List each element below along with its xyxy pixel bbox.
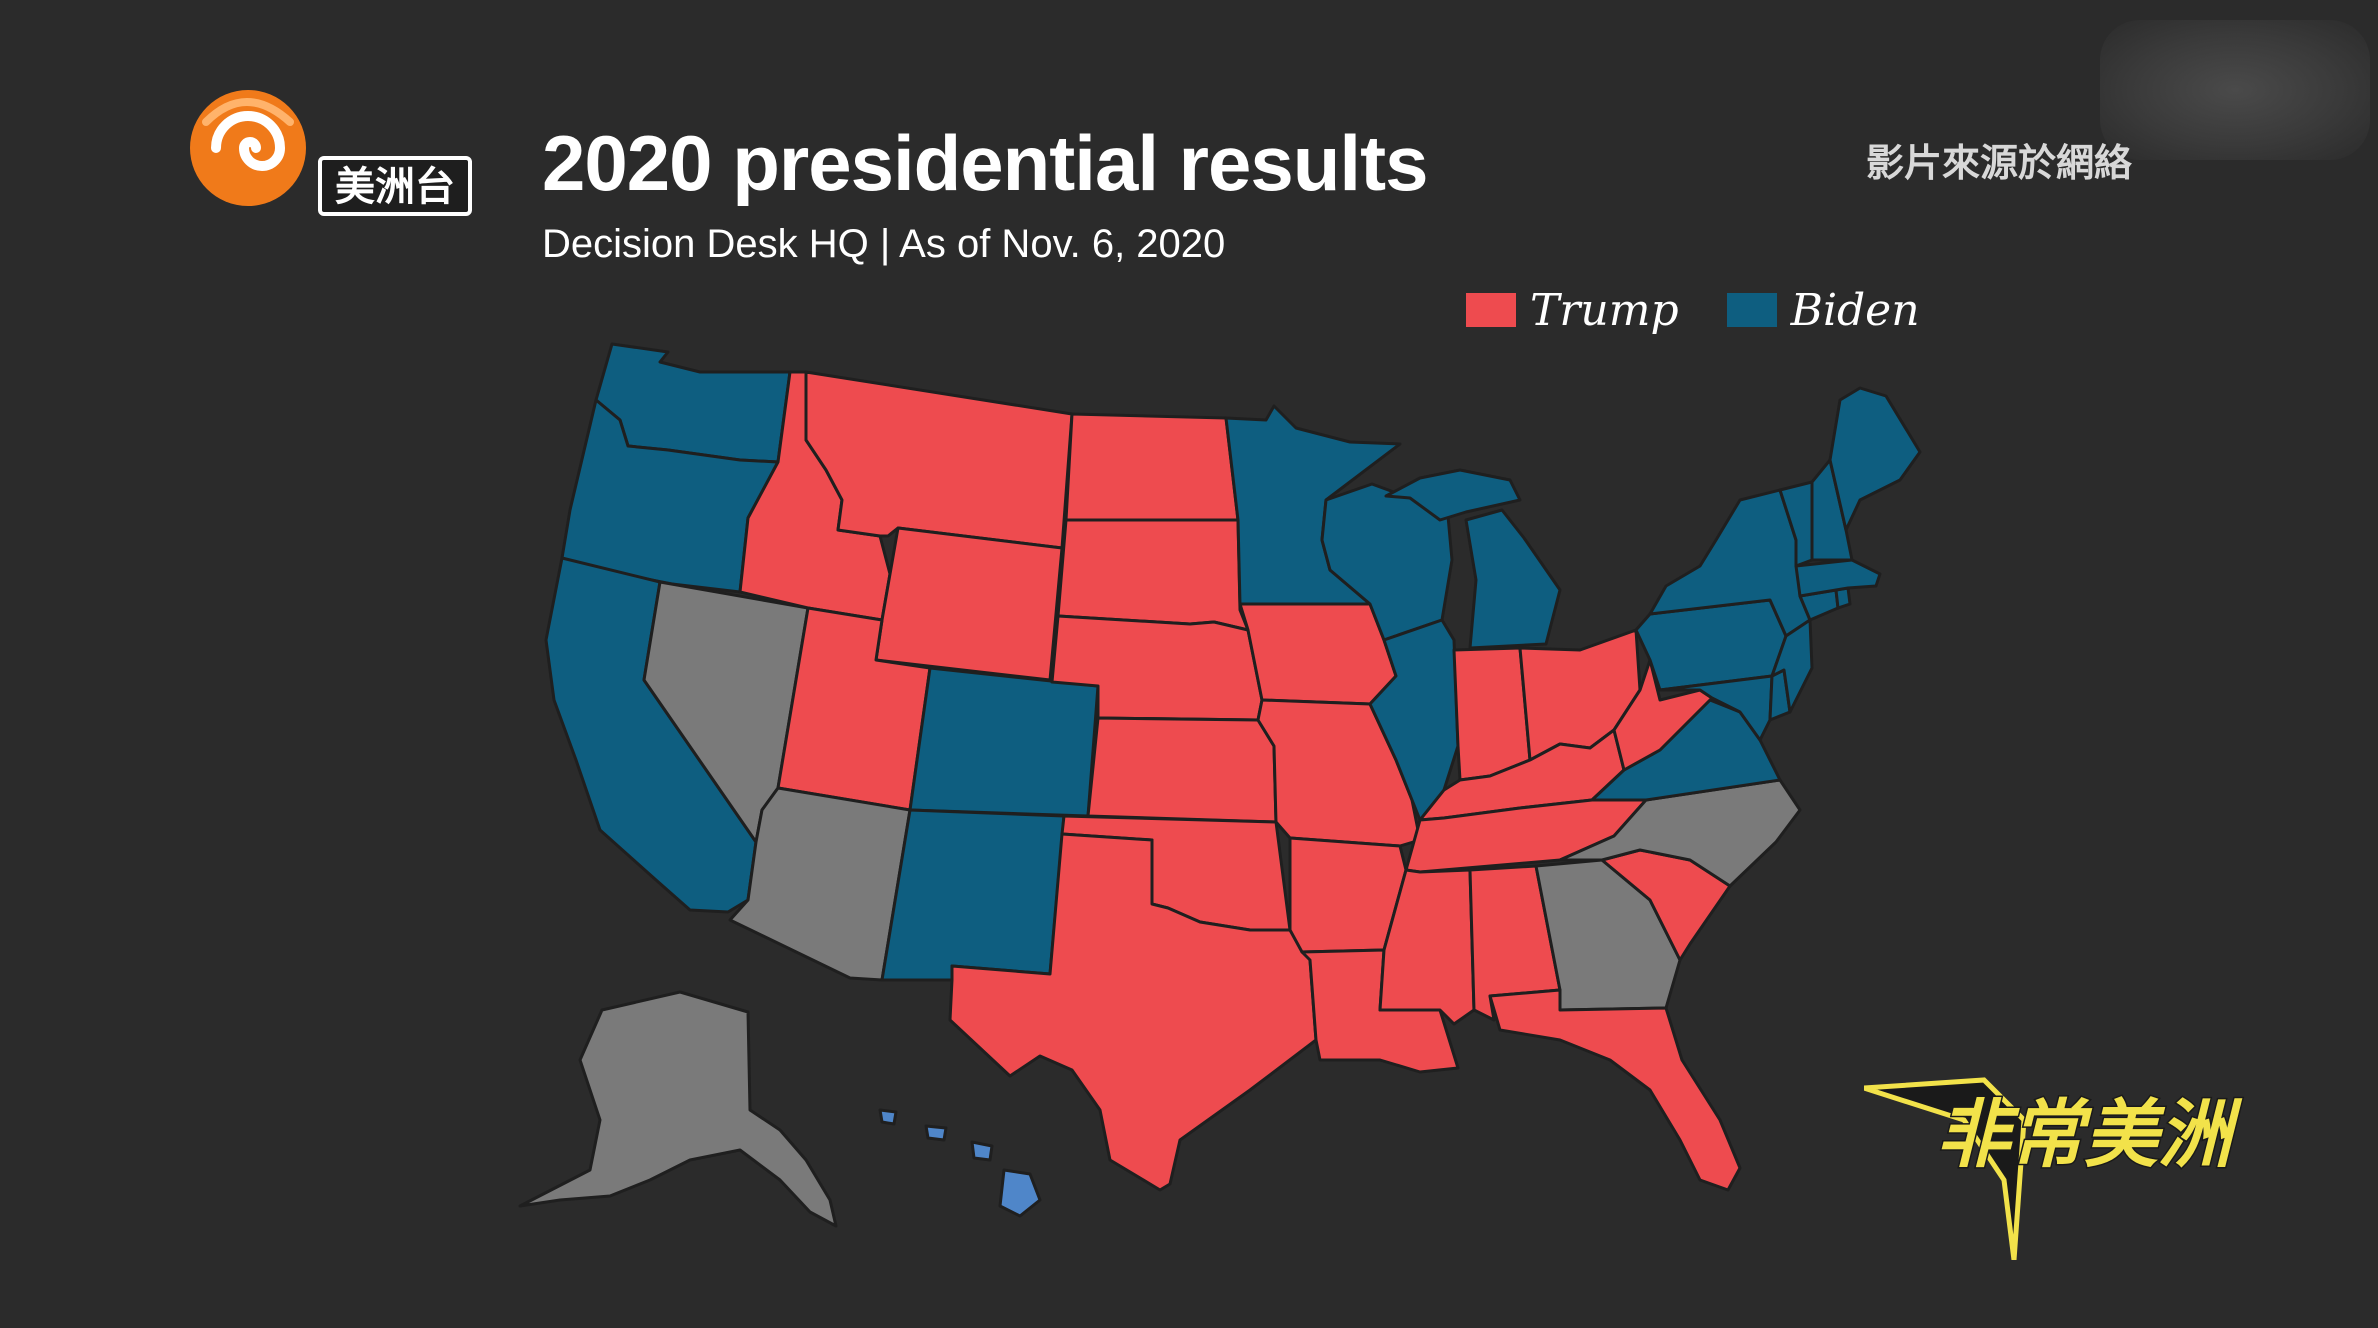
program-logo-text: 非常美洲	[1936, 1092, 2243, 1178]
state-new-mexico[interactable]	[880, 808, 1066, 982]
state-hawaii[interactable]	[998, 1168, 1042, 1218]
state-hawaii-maui[interactable]	[970, 1140, 994, 1162]
state-north-carolina[interactable]	[1558, 778, 1802, 888]
state-texas[interactable]	[948, 832, 1318, 1192]
legend-swatch-trump	[1466, 293, 1516, 327]
channel-logo-text: 美洲台	[335, 164, 455, 210]
legend-item-biden: Biden	[1726, 284, 1920, 336]
legend-item-trump: Trump	[1466, 285, 1679, 336]
state-michigan-upper[interactable]	[1384, 468, 1522, 522]
state-new-hampshire[interactable]	[1810, 458, 1854, 562]
state-alaska[interactable]	[518, 990, 838, 1228]
state-maine[interactable]	[1828, 386, 1922, 532]
page-subtitle: Decision Desk HQ | As of Nov. 6, 2020	[542, 222, 1226, 266]
legend: Trump Biden	[1466, 282, 1950, 338]
state-florida[interactable]	[1488, 988, 1742, 1192]
state-north-dakota[interactable]	[1064, 412, 1240, 522]
source-note: 影片來源於網絡	[1866, 141, 2133, 185]
program-logo: 非常美洲	[1864, 1077, 2244, 1260]
state-massachusetts[interactable]	[1794, 558, 1882, 598]
legend-label-biden: Biden	[1790, 284, 1920, 336]
legend-label-trump: Trump	[1530, 284, 1679, 336]
state-michigan[interactable]	[1464, 508, 1562, 650]
legend-swatch-biden	[1726, 293, 1777, 327]
state-hawaii-kauai[interactable]	[878, 1108, 898, 1126]
state-colorado[interactable]	[908, 666, 1100, 818]
state-montana[interactable]	[804, 370, 1074, 550]
state-wyoming[interactable]	[874, 526, 1064, 682]
state-iowa[interactable]	[1238, 602, 1398, 706]
state-indiana[interactable]	[1452, 646, 1532, 782]
channel-logo: 美洲台	[190, 90, 472, 216]
state-vermont[interactable]	[1778, 480, 1814, 568]
state-south-dakota[interactable]	[1056, 518, 1250, 632]
state-hawaii-oahu[interactable]	[924, 1124, 948, 1142]
blurred-watermark	[2100, 20, 2370, 160]
state-kansas[interactable]	[1086, 716, 1278, 824]
page-title: 2020 presidential results	[542, 119, 1428, 207]
